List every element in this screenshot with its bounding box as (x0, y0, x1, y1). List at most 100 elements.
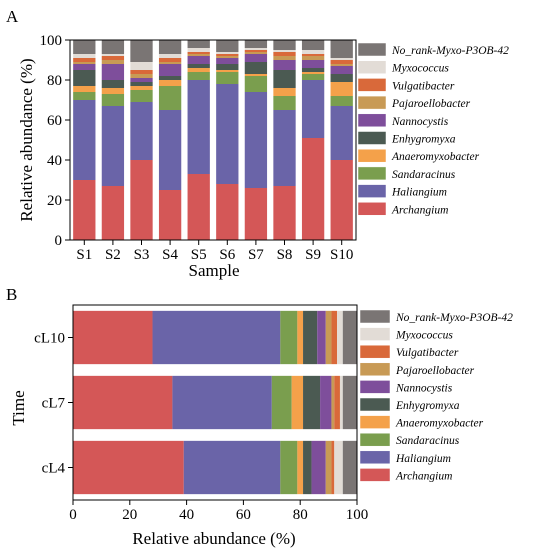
bar-segment-s10-nannocystis (330, 66, 353, 74)
bar-segment-s6-anaeromyxobacter (216, 70, 239, 72)
x-tick-label: 60 (236, 507, 251, 523)
bar-segment-s3-archangium (130, 160, 153, 240)
bar-segment-cl10-pajaroellobacter (325, 310, 332, 365)
x-tick-label-s8: S8 (277, 247, 293, 263)
bar-segment-s10-no-rank-myxo-p3ob-42 (330, 40, 353, 58)
bar-segment-s6-myxococcus (216, 52, 239, 54)
bar-segment-s9-archangium (301, 138, 325, 240)
bar-segment-s8-anaeromyxobacter (273, 88, 296, 96)
bar-segment-s4-sandaracinus (158, 86, 182, 110)
bar-segment-s2-no-rank-myxo-p3ob-42 (101, 40, 125, 54)
bar-segment-s7-haliangium (244, 92, 268, 188)
legend-label-no-rank-myxo-p3ob-42: No_rank-Myxo-P3OB-42 (395, 312, 513, 324)
legend-swatch-haliangium (357, 184, 387, 198)
bar-segment-s3-nannocystis (130, 78, 153, 82)
legend-swatch-anaeromyxobacter (357, 148, 387, 163)
bar-segment-s10-sandaracinus (330, 96, 353, 106)
bar-segment-s3-pajaroellobacter (130, 74, 153, 78)
bar-segment-s9-myxococcus (301, 50, 325, 54)
bar-segment-s3-sandaracinus (130, 90, 153, 102)
legend-swatch-sandaracinus (359, 432, 391, 447)
bar-segment-cl7-anaeromyxobacter (291, 375, 304, 430)
y-tick-label: 100 (40, 33, 63, 49)
panel-a-bars (73, 40, 353, 240)
bar-segment-s1-nannocystis (73, 64, 96, 70)
bar-segment-cl7-pajaroellobacter (331, 375, 335, 430)
bar-segment-s9-vulgatibacter (301, 54, 325, 56)
legend-swatch-myxococcus (357, 60, 387, 74)
legend-label-sandaracinus: Sandaracinus (396, 435, 460, 447)
legend-label-vulgatibacter: Vulgatibacter (392, 80, 455, 92)
bar-segment-s4-nannocystis (158, 64, 182, 76)
legend-label-nannocystis: Nannocystis (391, 116, 449, 128)
legend-swatch-pajaroellobacter (357, 95, 387, 110)
panel-a-y-ticks: 0 20 40 60 80 100 (40, 33, 70, 249)
bar-segment-s5-myxococcus (187, 48, 210, 52)
panel-a: A Relative abundance (%) Sample 0 20 40 60 8… (6, 7, 509, 280)
bar-segment-s7-pajaroellobacter (244, 52, 268, 54)
panel-a-legend: No_rank-Myxo-P3OB-42 Myxococcus Vulgatibac… (357, 42, 509, 216)
panel-b-x-axis-title: Relative abundance (%) (132, 529, 295, 548)
bar-segment-s1-myxococcus (73, 54, 96, 58)
legend-swatch-archangium (357, 202, 387, 216)
bar-segment-cl7-nannocystis (320, 375, 332, 430)
bar-segment-s4-anaeromyxobacter (158, 80, 182, 86)
panel-b-frame (72, 304, 358, 501)
legend-label-vulgatibacter: Vulgatibacter (396, 347, 459, 359)
bar-segment-cl4-archangium (73, 440, 184, 495)
bar-segment-cl4-sandaracinus (280, 440, 298, 495)
panel-b-x-ticks: 0 20 40 60 80 100 (69, 500, 368, 523)
bar-segment-s8-myxococcus (273, 50, 296, 52)
bar-segment-cl10-archangium (73, 310, 153, 365)
bar-segment-s9-haliangium (301, 80, 325, 138)
legend-label-nannocystis: Nannocystis (395, 382, 453, 394)
legend-label-sandaracinus: Sandaracinus (392, 169, 456, 181)
bar-segment-cl4-myxococcus (334, 440, 343, 495)
legend-label-pajaroellobacter: Pajaroellobacter (391, 98, 471, 110)
bar-segment-s2-myxococcus (101, 54, 125, 56)
bar-segment-s8-pajaroellobacter (273, 56, 296, 60)
bar-segment-cl10-anaeromyxobacter (297, 310, 304, 365)
bar-segment-s5-nannocystis (187, 56, 210, 64)
bar-segment-cl4-enhygromyxa (303, 440, 312, 495)
bar-segment-s9-no-rank-myxo-p3ob-42 (301, 40, 325, 50)
bar-segment-cl10-myxococcus (337, 310, 343, 365)
bar-segment-s3-anaeromyxobacter (130, 86, 153, 90)
panel-b-label: B (6, 285, 17, 304)
x-tick-label-s5: S5 (191, 247, 207, 263)
legend-swatch-nannocystis (357, 113, 387, 128)
panel-a-y-axis-title: Relative abundance (%) (17, 58, 36, 221)
bar-segment-cl4-vulgatibacter (331, 440, 335, 495)
x-tick-label-s4: S4 (162, 247, 178, 263)
bar-segment-s9-nannocystis (301, 60, 325, 68)
bar-segment-cl4-anaeromyxobacter (297, 440, 304, 495)
bar-segment-s10-haliangium (330, 106, 353, 160)
x-tick-label-s7: S7 (248, 247, 264, 263)
bar-segment-s2-nannocystis (101, 64, 125, 80)
bar-segment-s6-sandaracinus (216, 72, 239, 84)
bar-segment-s6-vulgatibacter (216, 54, 239, 56)
panel-b-legend: No_rank-Myxo-P3OB-42 Myxococcus Vulgatibac… (359, 309, 513, 482)
bar-segment-cl10-enhygromyxa (303, 310, 318, 365)
bar-segment-cl10-no-rank-myxo-p3ob-42 (342, 310, 357, 365)
bar-segment-s5-enhygromyxa (187, 64, 210, 68)
y-tick-label-cl10: cL10 (34, 331, 65, 347)
x-tick-label-s3: S3 (134, 247, 150, 263)
bar-segment-s8-haliangium (273, 110, 296, 186)
bar-segment-s2-haliangium (101, 106, 125, 186)
bar-segment-s7-enhygromyxa (244, 62, 268, 74)
bar-segment-s3-enhygromyxa (130, 82, 153, 86)
bar-segment-s8-vulgatibacter (273, 52, 296, 56)
bar-segment-cl7-archangium (73, 375, 173, 430)
bar-segment-cl4-haliangium (183, 440, 281, 495)
bar-segment-cl7-sandaracinus (271, 375, 292, 430)
bar-segment-s1-no-rank-myxo-p3ob-42 (73, 40, 96, 54)
x-tick-label-s2: S2 (105, 247, 121, 263)
bar-segment-cl7-vulgatibacter (334, 375, 340, 430)
legend-label-haliangium: Haliangium (391, 187, 447, 199)
legend-swatch-nannocystis (359, 380, 391, 394)
bar-segment-cl10-haliangium (152, 310, 281, 365)
bar-segment-s1-vulgatibacter (73, 58, 96, 62)
bar-segment-cl10-nannocystis (317, 310, 326, 365)
panel-a-frame (69, 39, 357, 241)
